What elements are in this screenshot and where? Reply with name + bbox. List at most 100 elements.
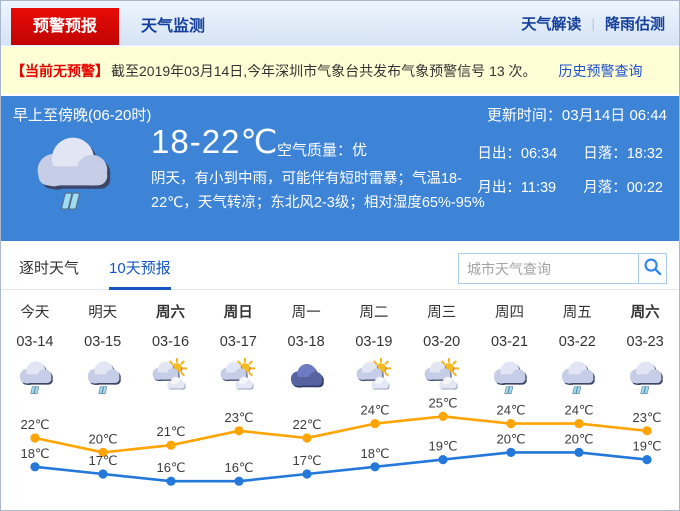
weather-summary-panel: 早上至傍晚(06-20时) 更新时间：03月14日 06:44 18-22℃ 空… xyxy=(1,96,679,241)
day-date: 03-20 xyxy=(423,334,461,350)
history-alert-link[interactable]: 历史预警查询 xyxy=(558,62,643,79)
temp-point xyxy=(438,411,448,421)
view-tab[interactable]: 逐时天气 xyxy=(19,260,80,277)
day-date: 03-15 xyxy=(84,334,122,350)
temp-point xyxy=(642,455,652,465)
temp-label: 24℃ xyxy=(496,403,525,418)
day-name: 周六 xyxy=(630,305,660,321)
topnav-tab[interactable]: 天气监测 xyxy=(141,18,206,35)
weather-rain-icon xyxy=(476,356,544,398)
temp-point xyxy=(574,447,584,457)
day-date: 03-14 xyxy=(16,334,54,350)
day-date: 03-19 xyxy=(355,334,393,350)
temperature-chart: 22℃ 20℃ 21℃ 23℃ 22℃ 24℃ 25℃ 24℃ 24℃ 23℃ 18℃ 17℃ 16℃ 1… xyxy=(20,395,662,486)
temp-label: 20℃ xyxy=(564,431,593,446)
day-date: 03-18 xyxy=(287,334,325,350)
day-name: 周一 xyxy=(291,305,321,321)
forecast-day-column: 周日 03-17 xyxy=(204,294,272,398)
day-name: 周五 xyxy=(562,305,592,321)
temp-label: 19℃ xyxy=(632,439,661,454)
forecast-day-column: 周六 03-23 xyxy=(611,294,679,398)
day-name: 明天 xyxy=(88,305,118,321)
day-name: 周日 xyxy=(223,305,253,321)
alert-status-badge: 【当前无预警】 xyxy=(11,62,109,79)
forecast-grid: 今天 03-14 明天 03-15 xyxy=(1,294,679,395)
topnav-tab[interactable]: 预警预报 xyxy=(11,8,120,45)
temp-label: 24℃ xyxy=(564,403,593,418)
temperature-range: 18-22℃ xyxy=(151,123,279,160)
day-date: 03-22 xyxy=(558,334,596,350)
temp-point xyxy=(98,447,108,457)
sun-moon-times: 日出：06:34 日落：18:32 月出：11:39 月落：00:22 xyxy=(477,142,663,197)
temp-label: 16℃ xyxy=(156,460,185,475)
temp-point xyxy=(98,469,108,479)
temp-label: 16℃ xyxy=(224,460,253,475)
city-search xyxy=(458,253,667,284)
weather-partly-icon xyxy=(204,356,272,398)
forecast-day-column: 今天 03-14 xyxy=(1,294,69,398)
temp-point xyxy=(642,426,652,436)
weather-rain-icon xyxy=(611,356,679,398)
temp-point xyxy=(506,419,516,429)
day-date: 03-23 xyxy=(626,334,664,350)
temp-label: 20℃ xyxy=(496,431,525,446)
temp-label: 19℃ xyxy=(428,439,457,454)
day-date: 03-17 xyxy=(219,334,257,350)
nav-links-divider: | xyxy=(591,15,595,31)
view-tabs: 逐时天气 10天预报 xyxy=(19,257,171,290)
forecast-day-column: 周三 03-20 xyxy=(408,294,476,398)
temp-label: 18℃ xyxy=(360,446,389,461)
view-tab[interactable]: 10天预报 xyxy=(109,257,171,290)
day-date: 03-16 xyxy=(151,334,190,350)
temp-line xyxy=(34,451,648,483)
search-input[interactable] xyxy=(458,253,638,284)
temp-label: 23℃ xyxy=(224,410,253,425)
topnav-link[interactable]: 降雨估测 xyxy=(604,15,665,33)
temp-point xyxy=(166,476,176,486)
temp-label: 18℃ xyxy=(20,446,49,461)
forecast-day-column: 周五 03-22 xyxy=(543,294,611,398)
topnav-links: 天气解读 | 降雨估测 xyxy=(521,1,679,45)
weather-partly-icon xyxy=(137,356,205,398)
temp-label: 23℃ xyxy=(632,410,661,425)
temp-point xyxy=(302,469,312,479)
weather-partly-icon xyxy=(408,356,476,398)
temp-point xyxy=(370,462,380,472)
weather-description: 阴天，有小到中雨，可能伴有短时雷暴；气温18-22℃，天气转凉；东北风2-3级；… xyxy=(151,171,485,211)
temp-point xyxy=(234,426,244,436)
air-quality: 空气质量：优 xyxy=(277,142,368,159)
temp-label: 17℃ xyxy=(88,453,117,468)
temp-label: 24℃ xyxy=(360,403,389,418)
search-icon xyxy=(643,257,662,281)
forecast-day-column: 周一 03-18 xyxy=(272,294,340,398)
forecast-period: 早上至傍晚(06-20时) xyxy=(13,107,152,124)
temp-point xyxy=(370,419,380,429)
temp-point xyxy=(234,476,244,486)
view-tabs-row: 逐时天气 10天预报 xyxy=(1,251,679,290)
temp-line xyxy=(34,415,648,454)
sun-moon-item: 月出：11:39 xyxy=(477,180,557,196)
temp-point xyxy=(30,462,40,472)
alert-text: 截至2019年03月14日,今年深圳市气象台共发布气象预警信号 13 次。 xyxy=(111,62,537,79)
topnav-link[interactable]: 天气解读 xyxy=(521,15,582,33)
update-time: 更新时间：03月14日 06:44 xyxy=(486,107,667,124)
temp-point xyxy=(506,447,516,457)
day-date: 03-21 xyxy=(490,334,529,350)
forecast-day-column: 周二 03-19 xyxy=(340,294,408,398)
temp-label: 22℃ xyxy=(292,417,321,432)
topnav-tabs: 预警预报 天气监测 xyxy=(1,1,227,45)
sun-moon-item: 日落：18:32 xyxy=(583,146,663,162)
temp-label: 25℃ xyxy=(428,395,457,410)
alert-bar: 【当前无预警】 截至2019年03月14日,今年深圳市气象台共发布气象预警信号 … xyxy=(1,47,679,94)
sun-moon-item: 月落：00:22 xyxy=(583,180,663,196)
forecast-day-column: 周四 03-21 xyxy=(476,294,544,398)
forecast-day-column: 明天 03-15 xyxy=(69,294,137,398)
weather-partly-icon xyxy=(340,356,408,398)
current-weather-rain-icon xyxy=(27,130,115,219)
day-name: 周三 xyxy=(427,305,457,321)
weather-rain-icon xyxy=(69,356,137,398)
search-button[interactable] xyxy=(638,253,667,284)
weather-cloudy-icon xyxy=(272,356,340,398)
forecast-day-column: 周六 03-16 xyxy=(137,294,205,398)
